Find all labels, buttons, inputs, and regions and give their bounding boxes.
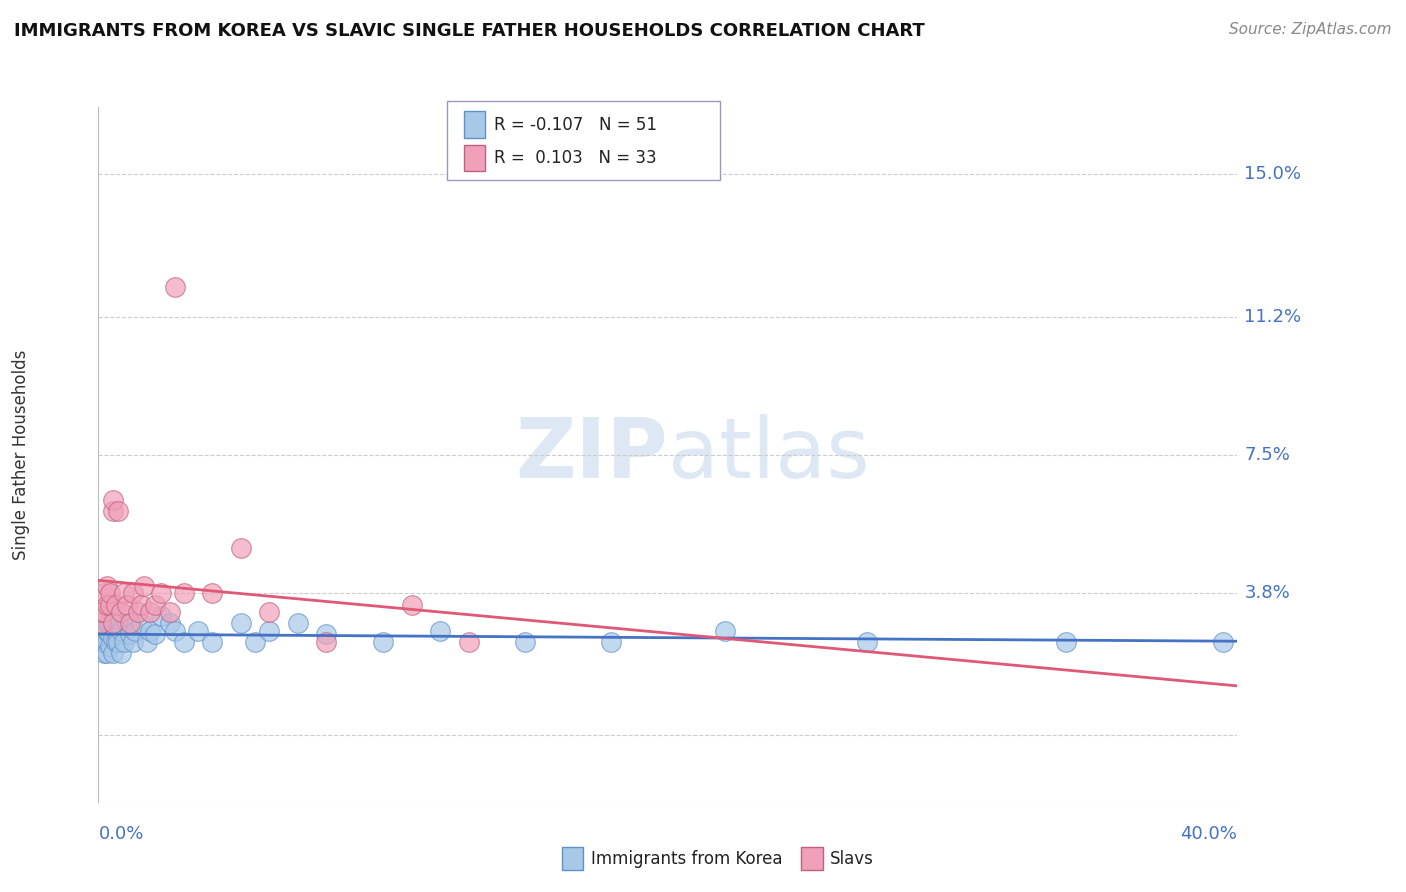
Point xyxy=(101,646,124,660)
Text: 3.8%: 3.8% xyxy=(1244,584,1291,602)
Point xyxy=(138,624,160,638)
Point xyxy=(201,586,224,600)
Point xyxy=(96,635,118,649)
Point xyxy=(93,586,115,600)
Point xyxy=(121,586,143,600)
Point xyxy=(90,624,112,638)
Point xyxy=(173,586,195,600)
Point xyxy=(98,639,121,653)
Point xyxy=(124,624,146,638)
Point xyxy=(118,627,141,641)
Point xyxy=(93,605,115,619)
Point xyxy=(104,635,127,649)
Text: IMMIGRANTS FROM KOREA VS SLAVIC SINGLE FATHER HOUSEHOLDS CORRELATION CHART: IMMIGRANTS FROM KOREA VS SLAVIC SINGLE F… xyxy=(14,22,925,40)
Point xyxy=(150,608,173,623)
Point xyxy=(101,504,124,518)
Text: 40.0%: 40.0% xyxy=(1181,825,1237,843)
Point xyxy=(401,598,423,612)
Point xyxy=(93,635,115,649)
Point xyxy=(107,635,129,649)
Point xyxy=(129,598,152,612)
Point xyxy=(243,635,266,649)
Text: R = -0.107   N = 51: R = -0.107 N = 51 xyxy=(494,116,657,134)
Point xyxy=(229,616,252,631)
Point xyxy=(159,605,181,619)
Point xyxy=(101,616,124,631)
Point xyxy=(118,616,141,631)
Point xyxy=(173,635,195,649)
Point xyxy=(101,616,124,631)
Point xyxy=(96,579,118,593)
Point xyxy=(107,504,129,518)
Point xyxy=(259,624,281,638)
Point xyxy=(101,492,124,507)
Point xyxy=(98,616,121,631)
Text: Source: ZipAtlas.com: Source: ZipAtlas.com xyxy=(1229,22,1392,37)
Point xyxy=(112,635,135,649)
Point xyxy=(714,624,737,638)
Point xyxy=(104,624,127,638)
Point xyxy=(856,635,879,649)
Text: Immigrants from Korea: Immigrants from Korea xyxy=(591,849,782,868)
Point xyxy=(115,616,138,631)
Point xyxy=(259,605,281,619)
Point xyxy=(101,631,124,645)
Point xyxy=(127,605,149,619)
Text: 0.0%: 0.0% xyxy=(98,825,143,843)
Point xyxy=(98,586,121,600)
Point xyxy=(110,624,132,638)
Point xyxy=(104,598,127,612)
Point xyxy=(159,616,181,631)
Text: 7.5%: 7.5% xyxy=(1244,446,1291,464)
Point xyxy=(132,579,155,593)
Point xyxy=(115,598,138,612)
Point xyxy=(138,605,160,619)
Point xyxy=(165,624,187,638)
Point xyxy=(373,635,395,649)
Text: Slavs: Slavs xyxy=(830,849,873,868)
Point xyxy=(201,635,224,649)
Point xyxy=(150,586,173,600)
Point xyxy=(93,627,115,641)
Point xyxy=(315,627,337,641)
Point xyxy=(145,627,167,641)
Point xyxy=(129,616,152,631)
Point xyxy=(1212,635,1234,649)
Point xyxy=(165,279,187,293)
Point xyxy=(90,605,112,619)
Point xyxy=(98,598,121,612)
Point xyxy=(600,635,623,649)
Point xyxy=(315,635,337,649)
Point xyxy=(145,598,167,612)
Point xyxy=(90,616,112,631)
Point xyxy=(110,605,132,619)
Text: ZIP: ZIP xyxy=(516,415,668,495)
Point xyxy=(112,586,135,600)
Point xyxy=(429,624,451,638)
Point xyxy=(96,646,118,660)
Point xyxy=(96,598,118,612)
Point xyxy=(93,646,115,660)
Point xyxy=(90,616,112,631)
Point xyxy=(121,635,143,649)
Point xyxy=(96,616,118,631)
Point xyxy=(107,616,129,631)
Text: Single Father Households: Single Father Households xyxy=(13,350,30,560)
Point xyxy=(1056,635,1078,649)
Point xyxy=(135,635,157,649)
Point xyxy=(515,635,537,649)
Point xyxy=(96,624,118,638)
Text: 15.0%: 15.0% xyxy=(1244,165,1302,184)
Text: 11.2%: 11.2% xyxy=(1244,308,1302,326)
Point xyxy=(90,635,112,649)
Point xyxy=(457,635,479,649)
Text: atlas: atlas xyxy=(668,415,869,495)
Point xyxy=(229,541,252,556)
Point xyxy=(187,624,209,638)
Point xyxy=(93,608,115,623)
Text: R =  0.103   N = 33: R = 0.103 N = 33 xyxy=(494,149,657,167)
Point xyxy=(98,627,121,641)
Point xyxy=(287,616,309,631)
Point xyxy=(110,646,132,660)
